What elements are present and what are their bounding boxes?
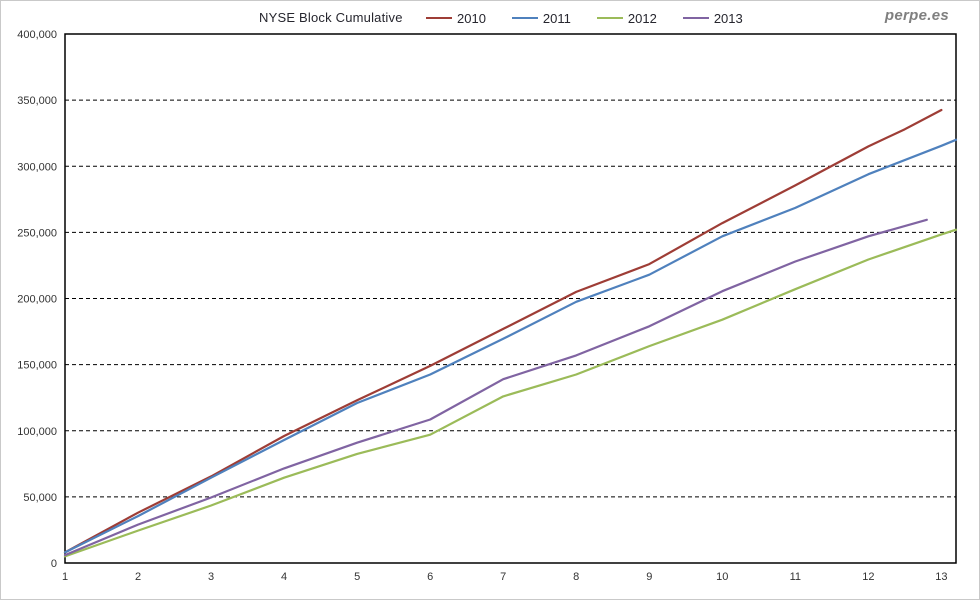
x-tick-label: 9 [646, 571, 652, 583]
legend-item-2011: 2011 [511, 10, 571, 26]
x-tick-label: 5 [354, 571, 360, 583]
legend-swatch-icon [511, 16, 538, 20]
series-line-2011 [63, 138, 958, 554]
x-tick-label: 13 [935, 571, 947, 583]
plot-border [64, 33, 957, 564]
legend-label: 2012 [627, 10, 657, 26]
series-line-2013 [63, 218, 928, 557]
y-tick-label: 50,000 [23, 492, 57, 504]
series-line-2012 [63, 228, 958, 558]
legend-label: 2010 [457, 10, 486, 26]
legend-swatch-icon [426, 16, 452, 20]
x-tick-label: 1 [62, 571, 68, 583]
legend-label: 2013 [713, 10, 743, 26]
y-tick-label: 400,000 [17, 29, 57, 41]
x-tick-label: 10 [716, 571, 728, 583]
legend-label: 2011 [542, 10, 571, 26]
x-tick-label: 4 [281, 571, 287, 583]
y-tick-label: 100,000 [17, 426, 57, 438]
legend-swatch-icon [682, 16, 709, 20]
watermark-logo: perpe.es [884, 7, 949, 24]
x-tick-label: 7 [500, 571, 506, 583]
legend: 2010 2011 2012 2013 [426, 10, 743, 26]
legend-swatch-icon [596, 16, 623, 20]
x-tick-label: 3 [208, 571, 214, 583]
series-line-2010 [63, 108, 943, 554]
x-tick-label: 8 [573, 571, 579, 583]
legend-item-2010: 2010 [426, 11, 486, 26]
y-tick-label: 200,000 [17, 294, 57, 306]
x-tick-label: 11 [790, 571, 801, 583]
chart-title: NYSE Block Cumulative [259, 10, 403, 25]
y-tick-label: 300,000 [17, 161, 57, 173]
y-tick-label: 350,000 [17, 95, 57, 107]
y-tick-label: 150,000 [17, 360, 57, 372]
legend-item-2013: 2013 [682, 10, 743, 26]
x-tick-label: 6 [427, 571, 433, 583]
x-tick-label: 2 [135, 571, 141, 583]
x-tick-label: 12 [862, 571, 874, 583]
legend-item-2012: 2012 [596, 10, 657, 26]
y-tick-label: 250,000 [17, 227, 57, 239]
y-tick-label: 0 [51, 558, 57, 570]
